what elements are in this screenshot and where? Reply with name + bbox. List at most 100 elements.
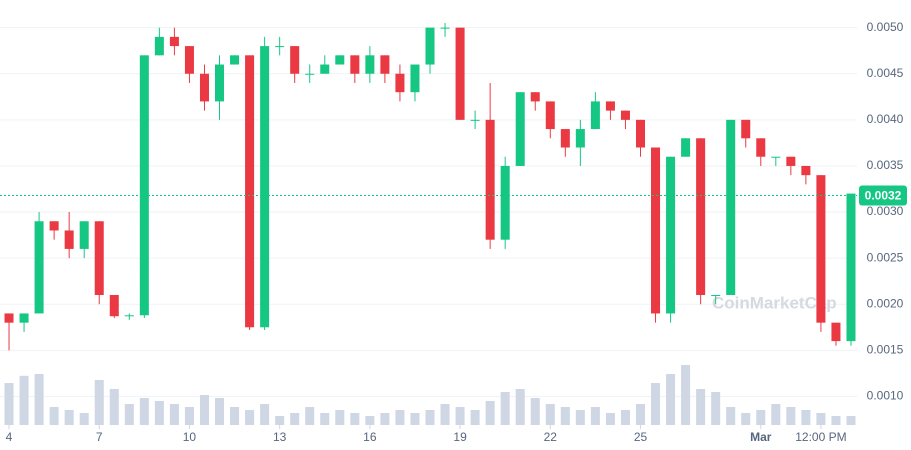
volume-bar (635, 404, 646, 425)
last-price-box (859, 185, 907, 206)
x-tick-label: 10 (183, 430, 197, 444)
candle-body (440, 27, 450, 29)
candle-body (290, 46, 300, 74)
x-tick-label: 25 (634, 430, 648, 444)
candle-body (169, 36, 179, 47)
candle-body (455, 27, 465, 120)
candle-body (49, 221, 59, 231)
volume-bar (666, 374, 676, 425)
candle-body (154, 36, 164, 56)
volume-bar (756, 410, 766, 425)
volume-bar (380, 413, 390, 425)
candle-body (124, 315, 134, 317)
candle-body (681, 138, 691, 157)
volume-bar (64, 410, 74, 425)
volume-bar (455, 407, 465, 425)
volume-bar (500, 392, 510, 425)
candle-body (726, 119, 736, 296)
volume-bar (320, 413, 330, 425)
candle-body (305, 73, 315, 75)
candle-body (19, 313, 29, 323)
volume-bar (184, 407, 194, 425)
volume-bar (620, 410, 630, 425)
y-tick-label: 0.0010 (867, 389, 904, 403)
volume-bar (590, 407, 600, 425)
volume-bar (575, 410, 585, 425)
volume-bar (154, 401, 164, 425)
volume-bar (440, 404, 450, 425)
candle-body (590, 101, 600, 130)
x-tick-label: Mar (750, 430, 772, 444)
y-tick-label: 0.0050 (867, 20, 904, 34)
candle-body (350, 55, 360, 74)
candle-body (4, 313, 14, 323)
candle-body (545, 101, 555, 130)
candle-body (64, 230, 74, 249)
volume-bar (515, 389, 525, 425)
volume-bar (696, 389, 706, 425)
volume-bar (605, 413, 615, 425)
volume-bar (124, 404, 134, 425)
candle-body (696, 138, 706, 296)
volume-bar (530, 398, 540, 425)
candle-body (620, 110, 630, 120)
candle-body (215, 64, 225, 102)
candle-body (771, 156, 781, 158)
x-tick-label: 4 (6, 430, 13, 444)
candle-body (816, 175, 826, 323)
volume-bar (215, 398, 225, 425)
volume-bar (681, 365, 691, 425)
volume-bar (260, 404, 270, 425)
volume-bar (139, 398, 149, 425)
x-tick-label: 19 (453, 430, 467, 444)
candle-body (275, 46, 285, 48)
volume-bar (4, 383, 14, 425)
candle-body (79, 221, 89, 249)
candle-body (635, 119, 646, 148)
y-tick-label: 0.0040 (867, 112, 904, 126)
candle-body (199, 73, 209, 102)
volume-bar (545, 404, 555, 425)
volume-bar (410, 413, 420, 425)
y-tick-label: 0.0030 (867, 204, 904, 218)
volume-bar (19, 375, 29, 425)
y-tick-label: 0.0015 (867, 342, 904, 356)
candle-body (395, 73, 405, 93)
volume-bar (275, 416, 285, 425)
volume-bar (94, 380, 104, 425)
volume-bar (290, 413, 300, 425)
candle-body (184, 46, 194, 74)
y-tick-label: 0.0020 (867, 296, 904, 310)
y-tick-label: 0.0045 (867, 66, 904, 80)
candle-body (756, 138, 766, 157)
volume-bar (726, 407, 736, 425)
candle-body (575, 129, 585, 148)
volume-bar (771, 404, 781, 425)
candle-body (846, 193, 856, 342)
volume-bar (816, 413, 826, 425)
candle-body (530, 92, 540, 102)
candle-body (410, 64, 420, 93)
x-tick-label: 22 (544, 430, 558, 444)
candle-body (500, 165, 510, 240)
volume-bar (560, 407, 570, 425)
volume-bar (245, 410, 255, 425)
volume-bar (169, 404, 179, 425)
candle-body (260, 46, 270, 328)
volume-bar (651, 383, 661, 425)
volume-bar (485, 401, 495, 425)
candle-body (651, 147, 661, 314)
x-tick-label: 13 (273, 430, 287, 444)
watermark: CoinMarketCap (712, 293, 837, 312)
volume-bar (350, 413, 360, 425)
candle-body (470, 119, 480, 121)
x-tick-label: 16 (363, 430, 377, 444)
volume-bar (34, 374, 44, 425)
volume-bar (79, 413, 89, 425)
candle-body (831, 322, 841, 342)
candle-body (245, 55, 255, 328)
candle-body (94, 221, 104, 296)
volume-bar (365, 416, 375, 425)
volume-bar (109, 389, 119, 425)
